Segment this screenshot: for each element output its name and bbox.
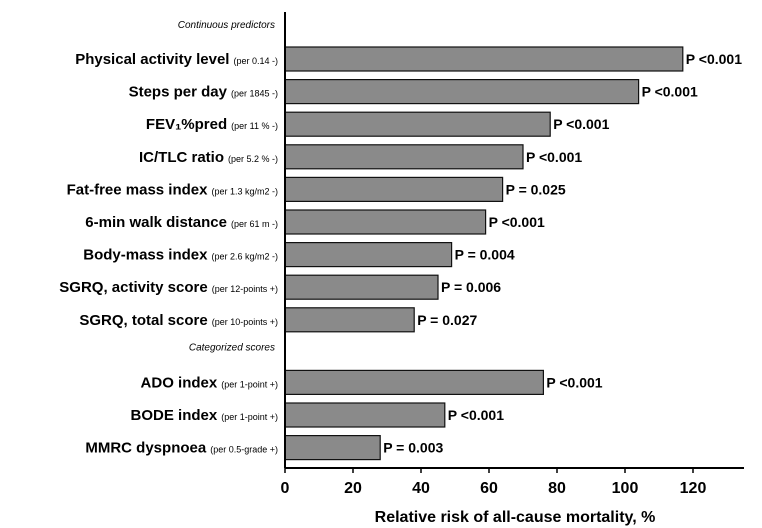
bars-group: Physical activity level (per 0.14 -) P <0.… xyxy=(59,46,742,461)
bar-label-name: BODE index xyxy=(131,407,218,424)
bar-label-name: FEV₁%pred xyxy=(146,116,227,133)
x-tick-label: 20 xyxy=(344,480,362,497)
bar-label-name: Physical activity level xyxy=(75,51,229,68)
bar xyxy=(284,402,446,428)
bar-label: Physical activity level (per 0.14 -) xyxy=(75,51,278,68)
x-ticks-group: 0 20 40 60 80 100 120 xyxy=(281,468,707,497)
bar-label: Fat-free mass index (per 1.3 kg/m2 -) xyxy=(67,181,278,198)
bar-label-unit: (per 10-points +) xyxy=(212,317,278,327)
x-tick-label: 100 xyxy=(612,480,639,497)
bar-label-unit: (per 1.3 kg/m2 -) xyxy=(211,186,278,196)
bar-label: BODE index (per 1-point +) xyxy=(131,407,278,424)
bar-label-name: SGRQ, total score xyxy=(79,312,207,329)
bar xyxy=(284,242,453,268)
bar-label-unit: (per 12-points +) xyxy=(212,284,278,294)
p-value-label: P = 0.004 xyxy=(455,247,515,263)
bar xyxy=(284,78,640,105)
bar-label-unit: (per 5.2 % -) xyxy=(228,154,278,164)
x-tick-label: 40 xyxy=(412,480,430,497)
bar-label: MMRC dyspnoea (per 0.5-grade +) xyxy=(85,440,278,457)
bar-label-name: MMRC dyspnoea xyxy=(85,440,207,457)
bar-label: SGRQ, total score (per 10-points +) xyxy=(79,312,278,329)
x-tick-label: 60 xyxy=(480,480,498,497)
bar xyxy=(284,307,415,333)
p-value-label: P <0.001 xyxy=(642,84,698,100)
bar-label: 6-min walk distance (per 61 m -) xyxy=(85,214,278,231)
bar xyxy=(284,111,551,137)
bar-label-unit: (per 2.6 kg/m2 -) xyxy=(211,252,278,262)
p-value-label: P = 0.025 xyxy=(506,181,566,197)
bar xyxy=(284,144,524,170)
bar-label-name: 6-min walk distance xyxy=(85,214,227,231)
bar-label-name: SGRQ, activity score xyxy=(59,279,207,296)
section-label-continuous: Continuous predictors xyxy=(178,20,275,31)
bar-label-unit: (per 1845 -) xyxy=(231,89,278,99)
bar-label: Steps per day (per 1845 -) xyxy=(129,84,278,101)
p-value-label: P <0.001 xyxy=(553,116,609,132)
p-value-label: P <0.001 xyxy=(686,51,742,67)
x-tick-label: 0 xyxy=(281,480,290,497)
bar-label: FEV₁%pred (per 11 % -) xyxy=(146,116,278,133)
bar xyxy=(284,209,487,235)
bar-label-unit: (per 61 m -) xyxy=(231,219,278,229)
bar xyxy=(284,176,504,202)
bar-label-unit: (per 11 % -) xyxy=(231,121,278,131)
bar xyxy=(284,369,544,395)
bar-label-name: ADO index xyxy=(141,374,218,391)
bar-label: IC/TLC ratio (per 5.2 % -) xyxy=(139,149,278,166)
p-value-label: P = 0.027 xyxy=(417,312,477,328)
p-value-label: P = 0.006 xyxy=(441,279,501,295)
p-value-label: P <0.001 xyxy=(546,374,602,390)
p-value-label: P = 0.003 xyxy=(383,440,443,456)
bar-label-name: Steps per day xyxy=(129,84,228,101)
bar-label-unit: (per 1-point +) xyxy=(221,412,278,422)
bar-label-unit: (per 0.5-grade +) xyxy=(210,445,278,455)
p-value-label: P <0.001 xyxy=(448,407,504,423)
bar xyxy=(284,274,439,300)
bar-label: Body-mass index (per 2.6 kg/m2 -) xyxy=(83,247,278,264)
bar-label-name: Body-mass index xyxy=(83,247,208,264)
bar-label: SGRQ, activity score (per 12-points +) xyxy=(59,279,278,296)
bar-label-unit: (per 1-point +) xyxy=(221,379,278,389)
bar-label: ADO index (per 1-point +) xyxy=(141,374,278,391)
x-tick-label: 80 xyxy=(548,480,566,497)
bar-label-name: Fat-free mass index xyxy=(67,181,209,198)
p-value-label: P <0.001 xyxy=(489,214,545,230)
p-value-label: P <0.001 xyxy=(526,149,582,165)
bar-label-name: IC/TLC ratio xyxy=(139,149,224,166)
bar xyxy=(284,435,381,461)
bar xyxy=(284,46,684,72)
x-axis-label: Relative risk of all-cause mortality, % xyxy=(375,509,656,526)
section-label-categorized: Categorized scores xyxy=(189,342,275,353)
x-tick-label: 120 xyxy=(680,480,707,497)
bar-label-unit: (per 0.14 -) xyxy=(233,56,278,66)
